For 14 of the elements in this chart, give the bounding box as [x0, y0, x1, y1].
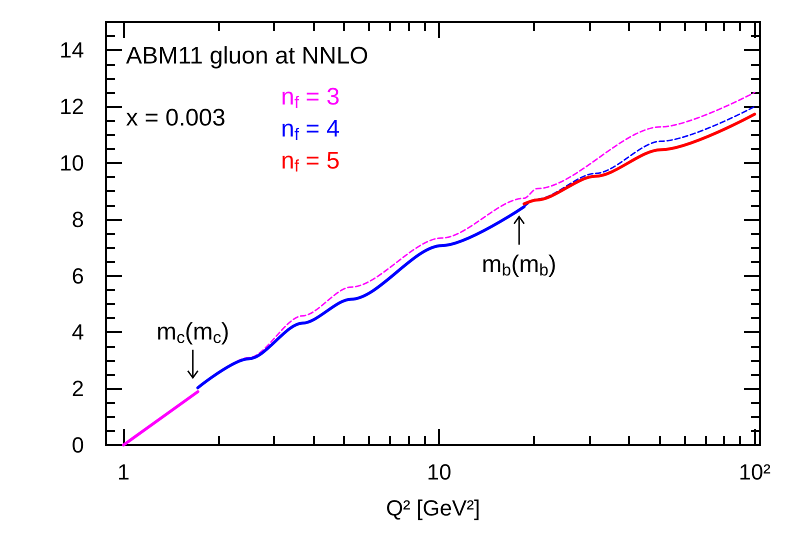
y-tick-label: 10 [60, 150, 84, 176]
annotation: x = 0.003 [126, 104, 226, 132]
y-tick-label: 0 [72, 432, 84, 458]
y-tick-label: 12 [60, 94, 84, 120]
y-tick-label: 6 [72, 263, 84, 288]
y-tick-label: 8 [72, 206, 84, 232]
y-tick-label: 14 [60, 38, 84, 63]
x-axis-title: Q² [GeV²] [386, 496, 480, 520]
x-tick-label: 1 [117, 460, 130, 484]
y-tick-label: 2 [72, 376, 84, 402]
x-tick-label: 10 [426, 460, 452, 484]
y-tick-label: 4 [72, 320, 84, 345]
x-tick-label: 10² [738, 460, 771, 484]
annotation: ABM11 gluon at NNLO [126, 42, 368, 70]
